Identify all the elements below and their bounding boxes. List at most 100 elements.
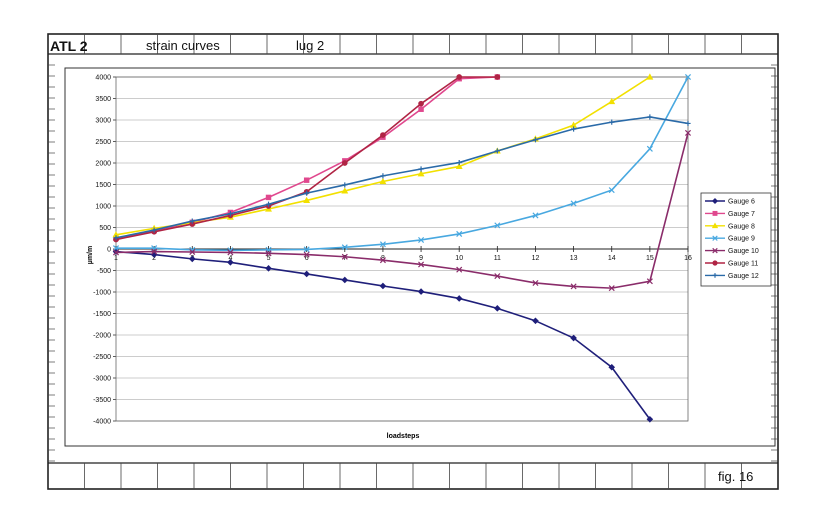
part-label: lug 2 [296, 38, 325, 53]
data-point [227, 249, 234, 256]
data-point [227, 211, 233, 217]
subject-label: strain curves [146, 38, 220, 53]
legend-label: Gauge 11 [728, 261, 758, 268]
chart-area-border [64, 67, 776, 447]
data-point [608, 97, 616, 105]
data-point [417, 170, 425, 177]
legend-label: Gauge 7 [728, 211, 755, 218]
data-point [646, 278, 653, 285]
y-tick-label: 1500 [95, 182, 111, 189]
data-point [341, 160, 348, 166]
legend-box [700, 192, 772, 287]
data-point [341, 276, 349, 284]
x-tick-label: 5 [267, 255, 271, 262]
series-line [115, 76, 651, 236]
data-point [646, 415, 654, 423]
data-point [685, 120, 691, 127]
series-2 [113, 74, 501, 241]
data-point [227, 259, 234, 266]
data-point [342, 182, 348, 188]
data-point [418, 236, 425, 243]
series-line [115, 76, 498, 240]
y-tick-label: 500 [99, 225, 111, 232]
data-point [379, 282, 387, 290]
data-point [684, 73, 692, 81]
data-point [189, 248, 196, 256]
data-point [188, 255, 196, 263]
data-point [303, 251, 310, 258]
y-tick-label: -2500 [93, 354, 111, 361]
data-point [380, 132, 386, 138]
legend-label: Gauge 12 [728, 273, 759, 280]
data-point [418, 100, 424, 107]
data-point [455, 295, 463, 302]
series-line [116, 76, 689, 252]
x-tick-label: 7 [343, 255, 347, 262]
data-point [380, 173, 386, 179]
legend: Gauge 6 Gauge 7 Gauge 8 Gauge 9 Gauge 10 Gaug… [700, 192, 772, 287]
figure-number: fig. 16 [718, 469, 754, 484]
data-point [570, 334, 577, 342]
x-tick-label: 13 [570, 255, 578, 262]
y-tick-label: -4000 [93, 419, 111, 426]
x-tick-label: 9 [419, 255, 423, 262]
data-point [189, 218, 195, 224]
x-tick-label: 4 [228, 255, 232, 262]
y-tick-label: -500 [97, 268, 111, 275]
series-line [115, 116, 689, 239]
data-point [341, 244, 348, 251]
data-point [456, 230, 463, 237]
data-point [379, 257, 386, 264]
data-point [712, 235, 718, 241]
y-tick-label: 1000 [95, 204, 111, 211]
legend-label: Gauge 8 [728, 223, 755, 230]
y-axis-label: µm/m [87, 246, 94, 264]
series-5 [112, 129, 692, 292]
data-point [265, 265, 272, 272]
data-point [417, 288, 425, 295]
data-point [532, 317, 539, 325]
x-tick-label: 14 [608, 255, 616, 262]
data-point [456, 74, 463, 80]
data-point [418, 261, 425, 268]
data-point [646, 73, 654, 80]
data-point [265, 201, 272, 207]
data-point [494, 148, 500, 154]
data-point [608, 285, 615, 292]
data-point [455, 162, 463, 170]
data-point [609, 119, 615, 125]
data-point [711, 197, 719, 205]
x-tick-label: 1 [114, 255, 118, 262]
x-tick-label: 10 [455, 255, 463, 262]
y-tick-label: 0 [107, 247, 111, 254]
y-tick-label: -3000 [93, 376, 111, 383]
y-tick-label: 2500 [95, 139, 111, 146]
data-point [418, 166, 424, 172]
data-point [532, 279, 539, 286]
data-point [418, 106, 424, 112]
data-point [303, 270, 310, 278]
legend-label: Gauge 6 [728, 199, 755, 206]
series-4 [112, 73, 692, 254]
x-tick-label: 16 [684, 255, 692, 262]
data-point [341, 253, 348, 260]
x-tick-label: 12 [532, 255, 540, 262]
data-point [304, 190, 310, 196]
data-point [532, 212, 539, 219]
legend-label: Gauge 10 [728, 248, 759, 255]
data-point [570, 283, 577, 290]
series-7 [113, 114, 691, 241]
series-6 [113, 74, 501, 243]
data-point [379, 241, 386, 248]
data-point [684, 129, 692, 136]
y-tick-label: 3000 [95, 118, 111, 125]
data-point [494, 273, 501, 280]
x-tick-label: 11 [494, 255, 501, 262]
series-lines [112, 73, 692, 423]
y-tick-label: -1500 [93, 311, 111, 318]
series-1 [112, 248, 654, 423]
y-tick-label: -3500 [93, 397, 111, 404]
series-line [115, 76, 498, 241]
